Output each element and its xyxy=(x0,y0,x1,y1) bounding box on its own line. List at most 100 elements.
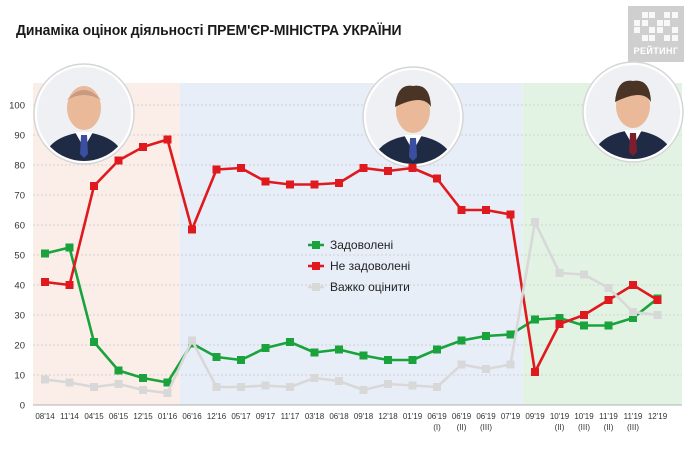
data-point-marker xyxy=(335,377,343,385)
data-point-marker xyxy=(359,164,368,172)
logo-grid-cell xyxy=(641,34,648,41)
data-point-marker xyxy=(433,174,441,183)
series-line-1 xyxy=(44,246,659,384)
x-tick-label: 06'16 xyxy=(182,412,202,421)
x-tick-label: (III) xyxy=(480,423,492,432)
honcharuk-portrait xyxy=(582,61,684,163)
data-point-marker xyxy=(41,375,49,384)
x-tick-label: 01'16 xyxy=(158,412,178,421)
rating-logo: РЕЙТИНГ xyxy=(628,6,684,62)
logo-grid-cell xyxy=(641,19,648,26)
portrait-hair xyxy=(615,80,651,102)
data-point-marker xyxy=(286,180,294,189)
y-tick-label: 30 xyxy=(14,311,25,322)
data-point-marker xyxy=(65,243,74,252)
x-tick-label: 12'16 xyxy=(207,412,227,421)
data-point-marker xyxy=(482,206,490,214)
logo-grid-cell xyxy=(634,27,640,33)
data-point-marker xyxy=(408,356,417,364)
logo-grid-cell xyxy=(634,19,640,26)
logo-grid-cell xyxy=(664,19,670,26)
data-point-marker xyxy=(90,383,98,391)
data-point-marker xyxy=(384,167,392,175)
data-point-marker xyxy=(580,321,588,330)
data-point-marker xyxy=(114,380,123,388)
logo-grid-cell xyxy=(656,19,663,26)
data-point-marker xyxy=(114,156,123,165)
logo-grid-cell xyxy=(649,34,655,41)
data-point-marker xyxy=(114,366,123,375)
data-point-marker xyxy=(604,296,613,304)
x-tick-label: (II) xyxy=(604,423,614,432)
x-tick-label: 12'18 xyxy=(378,412,398,421)
data-point-marker xyxy=(335,345,343,354)
x-tick-label: 03'18 xyxy=(305,412,325,421)
data-point-marker xyxy=(310,348,319,357)
data-point-marker xyxy=(237,164,245,172)
page-title: Динаміка оцінок діяльності ПРЕМ'ЄР-МІНІС… xyxy=(16,22,402,39)
x-tick-label: 09'19 xyxy=(525,412,545,421)
data-point-marker xyxy=(359,386,368,394)
data-point-marker xyxy=(188,225,196,234)
data-point-marker xyxy=(163,378,172,387)
data-point-marker xyxy=(555,314,564,322)
x-tick-label: 01'19 xyxy=(403,412,423,421)
data-point-marker xyxy=(531,315,539,324)
logo-text: РЕЙТИНГ xyxy=(633,46,679,56)
data-point-marker xyxy=(408,381,417,390)
data-point-marker xyxy=(433,383,441,391)
data-point-marker xyxy=(531,218,539,226)
x-tick-label: 11'17 xyxy=(281,412,300,421)
data-point-marker xyxy=(629,281,637,289)
data-point-marker xyxy=(604,284,613,292)
x-tick-label: 06'15 xyxy=(109,412,129,421)
data-point-marker xyxy=(90,338,98,346)
portrait-face xyxy=(67,86,101,130)
legend-marker xyxy=(312,241,320,249)
logo-grid-cell xyxy=(664,12,670,18)
x-tick-label: 11'14 xyxy=(60,412,79,421)
portrait-hair xyxy=(67,90,101,100)
logo-grid-cell xyxy=(671,27,678,33)
logo-grid-cell xyxy=(664,34,670,41)
data-point-marker xyxy=(457,336,466,345)
data-point-marker xyxy=(629,308,637,316)
data-point-marker xyxy=(237,356,245,364)
data-point-marker xyxy=(359,351,368,360)
data-point-marker xyxy=(555,320,564,328)
x-tick-label: 11'19 xyxy=(624,412,643,421)
data-point-marker xyxy=(580,311,588,319)
portrait-tie xyxy=(409,138,417,161)
data-point-marker xyxy=(653,311,662,319)
data-point-marker xyxy=(408,164,417,172)
legend-label: Задоволені xyxy=(330,238,393,252)
x-tick-label: (III) xyxy=(578,423,590,432)
logo-grid-cell xyxy=(649,27,655,33)
groysman-portrait xyxy=(362,66,464,168)
portrait-hair xyxy=(395,85,431,107)
x-tick-label: 06'19 xyxy=(452,412,472,421)
data-point-marker xyxy=(506,360,515,369)
x-tick-label: 09'18 xyxy=(354,412,374,421)
x-tick-label: 12'19 xyxy=(648,412,668,421)
data-point-marker xyxy=(212,353,221,361)
data-point-marker xyxy=(65,281,74,289)
data-point-marker xyxy=(531,368,539,376)
portrait-tie xyxy=(80,135,88,158)
logo-grid-cell xyxy=(656,27,663,33)
y-tick-label: 60 xyxy=(14,221,25,232)
data-point-marker xyxy=(139,143,147,151)
x-tick-label: 09'17 xyxy=(256,412,276,421)
person-portrait-icon xyxy=(366,70,460,164)
data-point-marker xyxy=(604,321,613,330)
y-tick-label: 100 xyxy=(9,101,25,112)
logo-grid-cell xyxy=(641,12,648,18)
x-tick-label: 07'19 xyxy=(501,412,521,421)
portrait-tie xyxy=(629,133,637,156)
x-tick-label: (II) xyxy=(457,423,467,432)
x-tick-label: 04'15 xyxy=(84,412,104,421)
legend-marker xyxy=(312,262,320,270)
data-point-marker xyxy=(457,360,466,369)
data-point-marker xyxy=(653,296,662,304)
